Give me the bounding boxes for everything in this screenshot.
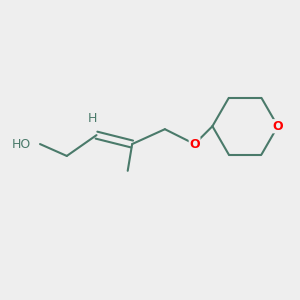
Text: O: O (189, 138, 200, 151)
Text: O: O (272, 120, 283, 133)
Text: H: H (87, 112, 97, 125)
Text: HO: HO (12, 138, 31, 151)
